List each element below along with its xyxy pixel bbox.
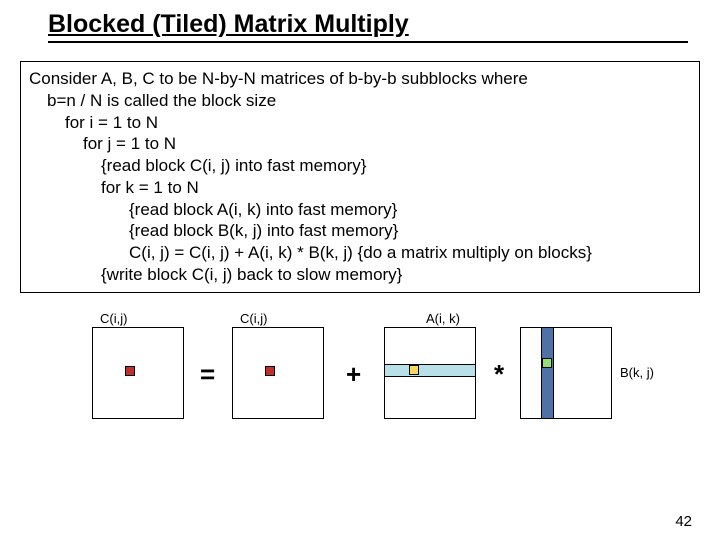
operator-plus: + xyxy=(346,359,361,390)
code-line: C(i, j) = C(i, j) + A(i, k) * B(k, j) {d… xyxy=(29,242,691,264)
matrix-b xyxy=(520,327,612,419)
block-cell-cij xyxy=(265,366,275,376)
code-line: {read block A(i, k) into fast memory} xyxy=(29,199,691,221)
code-line: {read block B(k, j) into fast memory} xyxy=(29,220,691,242)
operator-star: * xyxy=(494,359,504,390)
col-band-b xyxy=(541,328,553,418)
code-line: for j = 1 to N xyxy=(29,133,691,155)
code-line: b=n / N is called the block size xyxy=(29,90,691,112)
code-line: for i = 1 to N xyxy=(29,112,691,134)
block-cell-aik xyxy=(409,365,419,375)
matrix-label-c2: C(i,j) xyxy=(240,311,267,326)
matrix-diagram: C(i,j) = C(i,j) + A(i, k) * B(k, j) xyxy=(0,311,720,451)
code-line: Consider A, B, C to be N-by-N matrices o… xyxy=(29,68,691,90)
row-band-a xyxy=(385,364,475,376)
block-cell-bkj xyxy=(542,358,552,368)
operator-equals: = xyxy=(200,359,215,390)
matrix-c-right xyxy=(232,327,324,419)
page-number: 42 xyxy=(675,513,692,530)
matrix-label-a: A(i, k) xyxy=(426,311,460,326)
code-line: for k = 1 to N xyxy=(29,177,691,199)
band-line xyxy=(385,376,475,377)
band-line xyxy=(385,364,475,365)
pseudocode-box: Consider A, B, C to be N-by-N matrices o… xyxy=(20,61,700,293)
code-line: {write block C(i, j) back to slow memory… xyxy=(29,264,691,286)
matrix-c-left xyxy=(92,327,184,419)
matrix-a xyxy=(384,327,476,419)
matrix-label-b: B(k, j) xyxy=(620,365,654,380)
band-line xyxy=(541,328,542,418)
matrix-label-c1: C(i,j) xyxy=(100,311,127,326)
code-line: {read block C(i, j) into fast memory} xyxy=(29,155,691,177)
block-cell-cij xyxy=(125,366,135,376)
slide-title: Blocked (Tiled) Matrix Multiply xyxy=(48,10,409,39)
title-underline-rule xyxy=(48,41,688,43)
band-line xyxy=(553,328,554,418)
